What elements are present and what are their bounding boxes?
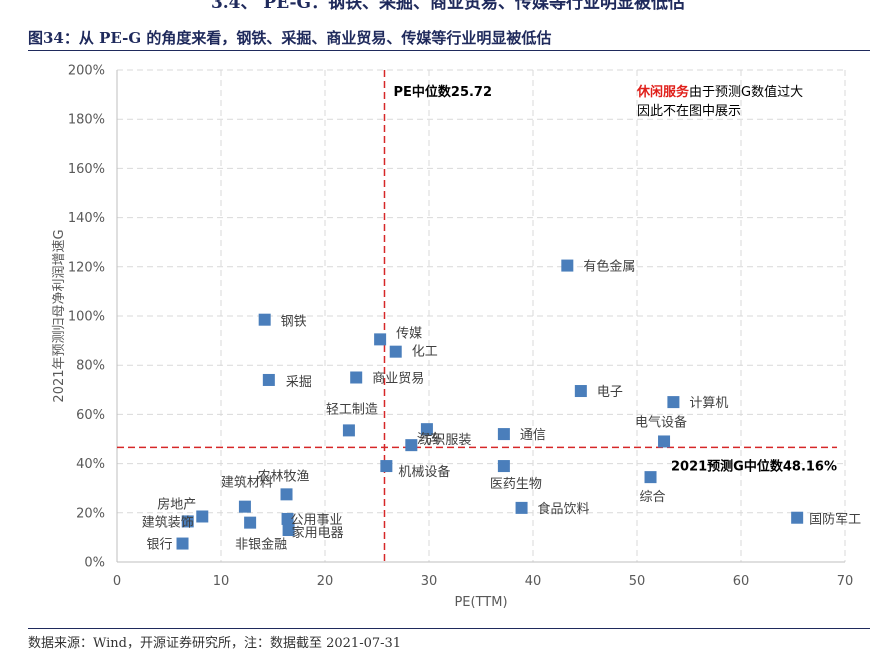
- title-divider: [28, 50, 870, 51]
- figure-title: 图34：从 PE-G 的角度来看，钢铁、采掘、商业贸易、传媒等行业明显被低估: [28, 29, 552, 47]
- y-tick-label: 120%: [68, 260, 105, 275]
- point-label: 机械设备: [398, 464, 450, 480]
- g-median-label: 2021预测G中位数48.16%: [671, 458, 837, 474]
- point-label: 银行: [147, 538, 173, 553]
- point-marker: [374, 333, 387, 346]
- point-marker: [282, 524, 295, 537]
- x-tick-label: 70: [837, 574, 854, 589]
- grid-lines: [117, 69, 846, 562]
- point-marker: [574, 385, 587, 398]
- point-label: 轻工制造: [326, 402, 378, 417]
- point-marker: [281, 512, 294, 525]
- point-label: 电气设备: [635, 414, 687, 430]
- point-label: 汽车: [417, 431, 443, 447]
- point-marker: [262, 373, 275, 386]
- point-marker: [791, 511, 804, 524]
- x-tick-label: 30: [421, 574, 438, 589]
- point-marker: [405, 439, 418, 452]
- point-marker: [420, 423, 433, 436]
- median-lines: PE中位数25.72 2021预测G中位数48.16%: [117, 70, 837, 562]
- point-label: 化工: [412, 345, 438, 360]
- point-label: 食品饮料: [538, 501, 590, 517]
- point-label: 电子: [597, 385, 623, 400]
- annotation-highlight: 休闲服务: [636, 84, 690, 100]
- y-tick-label: 40%: [76, 457, 105, 472]
- point-marker: [380, 460, 393, 473]
- point-label: 计算机: [689, 396, 728, 411]
- point-label: 房地产: [157, 496, 196, 512]
- y-axis-title: 2021年预测归母净利润增速G: [52, 229, 67, 402]
- y-tick-label: 0%: [84, 556, 105, 571]
- point-marker: [644, 471, 657, 484]
- point-label: 纺织服装: [419, 433, 471, 448]
- data-points: [176, 259, 804, 550]
- y-tick-label: 200%: [68, 64, 105, 79]
- point-label: 国防军工: [809, 512, 861, 528]
- y-tick-label: 20%: [76, 506, 105, 521]
- point-label: 非银金融: [235, 537, 287, 553]
- point-marker: [515, 501, 528, 514]
- x-tick-label: 50: [629, 574, 646, 589]
- annotation-line-1: 休闲服务由于预测G数值过大: [636, 84, 803, 100]
- point-marker: [561, 259, 574, 272]
- annotation-text: 由于预测G数值过大: [689, 84, 803, 100]
- footer-divider: [28, 628, 870, 629]
- x-axis-title: PE(TTM): [454, 595, 507, 610]
- point-marker: [350, 371, 363, 384]
- y-tick-label: 60%: [76, 408, 105, 423]
- point-label: 家用电器: [292, 525, 344, 541]
- point-marker: [389, 345, 402, 358]
- y-tick-label: 80%: [76, 359, 105, 374]
- point-marker: [658, 435, 671, 448]
- point-marker: [342, 424, 355, 437]
- point-marker: [176, 537, 189, 550]
- point-marker: [497, 460, 510, 473]
- point-marker: [181, 515, 194, 528]
- point-label: 钢铁: [281, 315, 307, 330]
- point-label: 综合: [640, 490, 666, 505]
- point-marker: [244, 516, 257, 529]
- y-tick-label: 160%: [68, 162, 105, 177]
- point-label: 传媒: [396, 326, 422, 341]
- x-tick-label: 20: [317, 574, 334, 589]
- point-marker: [196, 510, 209, 523]
- y-tick-label: 180%: [68, 113, 105, 128]
- point-label: 商业贸易: [372, 372, 424, 387]
- point-marker: [258, 313, 271, 326]
- x-tick-label: 60: [733, 574, 750, 589]
- point-label: 医药生物: [490, 477, 542, 492]
- point-label: 公用事业: [291, 513, 343, 528]
- pe-median-label: PE中位数25.72: [393, 84, 492, 100]
- x-tick-label: 10: [213, 574, 230, 589]
- x-tick-label: 40: [525, 574, 542, 589]
- y-tick-label: 100%: [68, 310, 105, 325]
- point-marker: [667, 396, 680, 409]
- point-marker: [497, 428, 510, 441]
- point-label: 通信: [520, 428, 546, 443]
- point-label: 采掘: [286, 375, 312, 390]
- x-tick-label: 0: [113, 574, 121, 589]
- point-label: 有色金属: [583, 259, 635, 275]
- point-label: 建筑装饰: [142, 514, 194, 530]
- point-label: 农林牧渔: [258, 469, 310, 484]
- point-label: 建筑材料: [221, 475, 273, 491]
- y-tick-label: 140%: [68, 211, 105, 226]
- annotation-line-2: 因此不在图中展示: [637, 104, 741, 119]
- point-marker: [238, 500, 251, 513]
- point-marker: [280, 488, 293, 501]
- section-heading: 3.4、 PE-G：钢铁、采掘、商业贸易、传媒等行业明显被低估: [210, 0, 686, 13]
- axes: 0 10 20 30 40 50 60 70 0% 20% 40% 60% 80% 100% 120% 140…: [52, 64, 853, 611]
